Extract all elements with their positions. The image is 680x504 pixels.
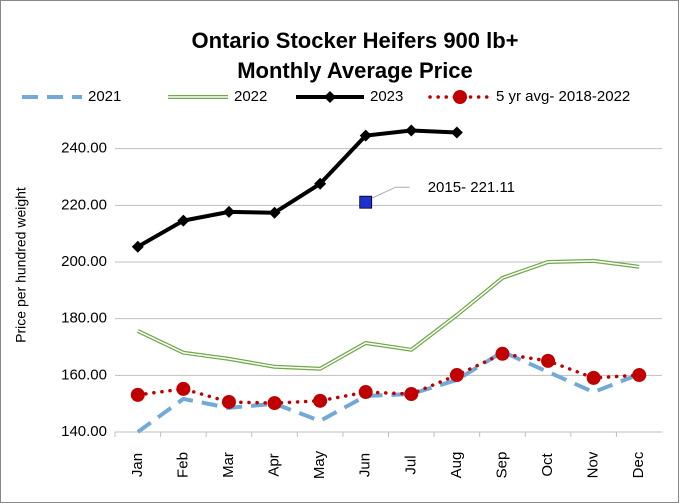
series-marker <box>313 393 328 408</box>
series-marker <box>495 346 510 361</box>
legend-marker <box>453 90 467 104</box>
series-marker <box>632 368 647 383</box>
x-tick-label: Jul <box>402 455 419 474</box>
series-line <box>136 349 640 434</box>
x-tick-label: Mar <box>220 452 237 478</box>
x-tick-label: May <box>311 450 328 479</box>
series-marker <box>221 394 236 409</box>
series-marker <box>268 206 281 219</box>
series-marker <box>541 353 556 368</box>
y-tick-label: 180.00 <box>61 310 107 327</box>
y-tick-label: 140.00 <box>61 423 107 440</box>
series-marker <box>267 396 282 411</box>
series-marker <box>404 387 419 402</box>
series-marker <box>314 177 327 190</box>
annotation-leader <box>371 186 410 199</box>
legend-label: 5 yr avg- 2018-2022 <box>496 88 630 105</box>
x-tick-label: Jun <box>357 453 374 477</box>
x-tick-label: Oct <box>539 453 556 477</box>
series-marker <box>130 387 145 402</box>
y-tick-label: 240.00 <box>61 140 107 157</box>
series-marker <box>405 124 418 137</box>
x-tick-label: Dec <box>630 451 647 478</box>
y-axis-label: Price per hundred weight <box>13 187 29 343</box>
chart-subtitle: Monthly Average Price <box>237 58 473 83</box>
series-marker <box>450 126 463 139</box>
series-marker <box>131 240 144 253</box>
x-tick-label: Feb <box>174 452 191 478</box>
x-tick-label: Jan <box>129 453 146 477</box>
series-marker <box>358 385 373 400</box>
annotation-label: 2015- 221.11 <box>428 179 515 196</box>
legend-label: 2021 <box>88 88 121 105</box>
series-marker <box>177 214 190 227</box>
series-line-inner <box>137 260 640 370</box>
series-line <box>136 128 457 249</box>
y-tick-label: 220.00 <box>61 196 107 213</box>
legend-marker <box>324 91 336 103</box>
series-marker <box>449 368 464 383</box>
y-tick-label: 160.00 <box>61 366 107 383</box>
x-tick-label: Nov <box>585 451 602 478</box>
series-line <box>136 352 641 405</box>
annotation-marker <box>359 195 373 209</box>
series-marker <box>176 381 191 396</box>
series-marker <box>586 370 601 385</box>
series-marker <box>359 129 372 142</box>
x-tick-label: Sep <box>493 452 510 479</box>
x-tick-label: Apr <box>266 453 283 476</box>
x-tick-label: Aug <box>448 452 465 479</box>
legend-label: 2022 <box>234 88 267 105</box>
legend-label: 2023 <box>370 88 403 105</box>
chart-title: Ontario Stocker Heifers 900 lb+ <box>191 28 518 53</box>
y-tick-label: 200.00 <box>61 253 107 270</box>
series-marker <box>222 205 235 218</box>
